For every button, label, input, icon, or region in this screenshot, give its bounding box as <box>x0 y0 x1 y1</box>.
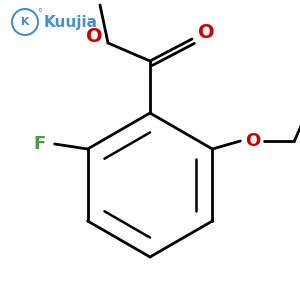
Text: F: F <box>34 135 46 153</box>
Text: O: O <box>198 23 214 43</box>
Text: Kuujia: Kuujia <box>44 14 98 29</box>
Text: O: O <box>245 132 260 150</box>
Text: °: ° <box>37 8 41 18</box>
Text: O: O <box>86 28 102 46</box>
Text: K: K <box>21 17 29 27</box>
